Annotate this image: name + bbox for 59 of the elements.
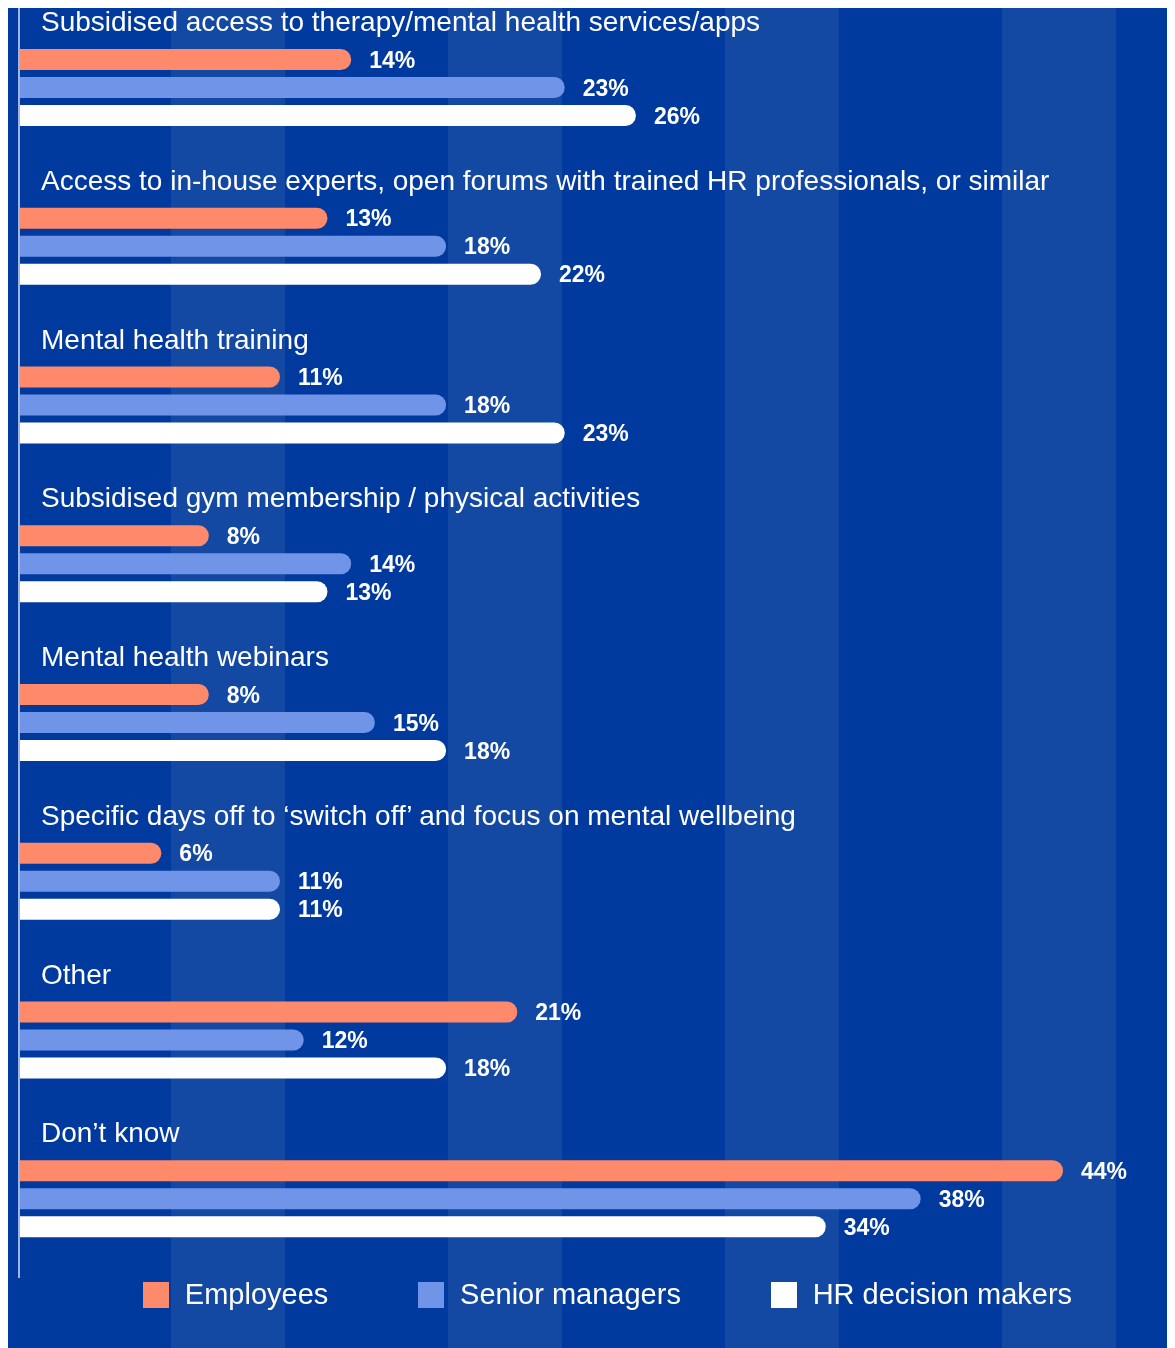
y-tick-label: Subsidised gym membership / physical activities: [41, 482, 641, 514]
bar: [19, 422, 565, 444]
data-label: 44%: [1081, 1157, 1128, 1184]
bar: [19, 525, 209, 547]
bar: [19, 553, 352, 575]
data-label: 8%: [226, 522, 261, 549]
legend-label: HR decision makers: [812, 1278, 1073, 1311]
bar: [19, 366, 281, 388]
data-label: 6%: [179, 840, 213, 867]
data-label: 15%: [392, 709, 439, 736]
bar: [19, 712, 375, 733]
data-label: 11%: [298, 364, 343, 390]
data-label: 18%: [464, 737, 511, 764]
bar: [19, 842, 162, 864]
bar: [19, 105, 636, 126]
bar: [19, 1057, 447, 1079]
data-label: 23%: [582, 74, 629, 101]
bar: [19, 1188, 921, 1210]
data-label: 11%: [298, 896, 343, 923]
data-label: 12%: [321, 1027, 368, 1053]
data-label: 23%: [582, 420, 629, 446]
y-tick-label: Subsidised access to therapy/mental health services/apps: [41, 6, 761, 37]
bar: [19, 77, 565, 98]
bar: [19, 684, 209, 705]
data-label: 21%: [535, 999, 582, 1025]
bar: [19, 263, 542, 285]
bar: [19, 207, 328, 229]
data-label: 18%: [464, 233, 511, 260]
bar: [19, 1001, 518, 1023]
bar: [19, 898, 281, 920]
data-label: 26%: [653, 102, 700, 129]
y-tick-label: Other: [41, 958, 112, 990]
bar: [19, 1029, 304, 1051]
data-label: 14%: [369, 550, 416, 577]
data-label: 14%: [369, 46, 416, 73]
bar: [19, 235, 447, 257]
y-tick-label: Access to in-house experts, open forums with trained HR professionals, or similar: [41, 164, 1050, 196]
data-label: 8%: [226, 681, 261, 708]
data-label: 11%: [298, 868, 343, 895]
bar: [19, 740, 447, 761]
data-label: 13%: [345, 205, 392, 232]
bar: [19, 1216, 826, 1238]
bar: [19, 1160, 1064, 1182]
data-label: 13%: [345, 578, 392, 605]
y-tick-label: Specific days off to ‘switch off’ and focus on mental wellbeing: [41, 799, 796, 831]
legend-label: Senior managers: [460, 1278, 681, 1311]
data-label: 18%: [464, 392, 511, 418]
y-tick-label: Mental health webinars: [41, 641, 329, 672]
data-label: 38%: [938, 1185, 985, 1212]
data-label: 22%: [559, 261, 606, 288]
y-tick-label: Don’t know: [41, 1117, 181, 1149]
data-label: 18%: [464, 1055, 511, 1081]
bar: [19, 581, 328, 603]
legend-label: Employees: [184, 1278, 329, 1311]
bar: [19, 870, 281, 892]
y-tick-label: Mental health training: [41, 323, 309, 355]
bar: [19, 394, 447, 416]
data-label: 34%: [843, 1213, 890, 1240]
bar: [19, 49, 352, 70]
